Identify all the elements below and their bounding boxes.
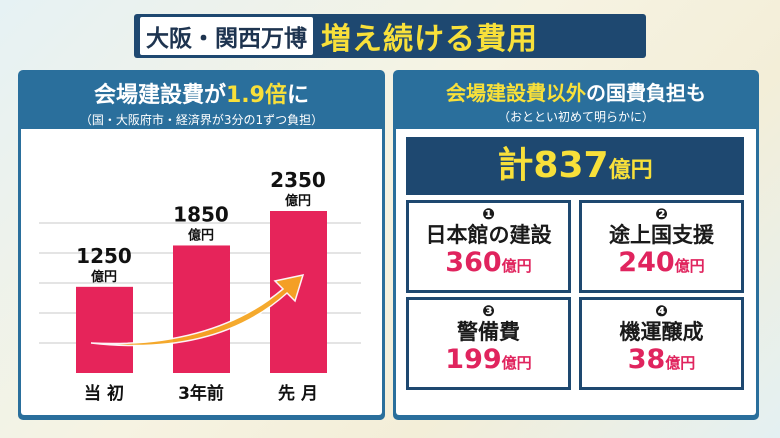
cost-item: ❸ 警備費 199億円 (406, 297, 571, 390)
panel-title: 会場建設費以外の国費負担も (396, 73, 756, 106)
item-amount: 199 (445, 344, 502, 375)
construction-cost-panel: 会場建設費が1.9倍に （国・大阪府市・経済界が3分の1ずつ負担） 1250 億円… (18, 70, 385, 420)
title-highlight: 1.9倍 (226, 83, 287, 108)
item-unit: 億円 (665, 354, 696, 372)
item-amount: 38 (627, 344, 666, 375)
trend-arrow (90, 273, 305, 347)
item-label: 日本館の建設 (425, 223, 552, 247)
cost-item: ❷ 途上国支援 240億円 (579, 200, 744, 293)
item-number: ❸ (482, 302, 495, 320)
panel-subtitle: （おととい初めて明らかに） (497, 110, 654, 124)
item-value: 240億円 (582, 248, 741, 281)
bar-value-label: 2350 (270, 168, 326, 192)
item-unit: 億円 (501, 354, 532, 372)
header-banner: 大阪・関西万博 増え続ける費用 (134, 14, 646, 58)
item-value: 199億円 (409, 345, 568, 378)
total-prefix: 計 (497, 145, 534, 186)
bar-value-label: 1250 (76, 244, 132, 268)
item-label: 機運醸成 (619, 320, 704, 344)
header-prefix: 大阪・関西万博 (140, 17, 313, 55)
item-value: 38億円 (582, 345, 741, 378)
category-label: 当 初 (84, 383, 124, 404)
header-title: 増え続ける費用 (321, 22, 538, 57)
title-part: 会場建設費が (93, 83, 226, 108)
item-label: 途上国支援 (609, 223, 714, 247)
bar-unit-label: 億円 (188, 227, 214, 243)
title-part: の国費負担も (586, 81, 706, 105)
panel-title: 会場建設費が1.9倍に (21, 73, 382, 109)
item-unit: 億円 (501, 257, 532, 275)
title-highlight: 会場建設費以外 (446, 81, 586, 105)
cost-item: ❹ 機運醸成 38億円 (579, 297, 744, 390)
total-unit: 億円 (608, 158, 653, 183)
bar-unit-label: 億円 (91, 269, 117, 285)
bar (173, 245, 230, 373)
panel-subtitle: （国・大阪府市・経済界が3分の1ずつ負担） (79, 113, 324, 127)
item-amount: 360 (445, 247, 502, 278)
item-value: 360億円 (409, 248, 568, 281)
item-number: ❶ (482, 205, 495, 223)
total-value: 837 (533, 145, 609, 186)
total-banner: 計837億円 (406, 137, 744, 195)
item-amount: 240 (618, 247, 675, 278)
item-number: ❹ (655, 302, 668, 320)
bar-unit-label: 億円 (285, 193, 311, 209)
item-number: ❷ (655, 205, 668, 223)
cost-item: ❶ 日本館の建設 360億円 (406, 200, 571, 293)
title-part: に (286, 83, 309, 108)
item-label: 警備費 (457, 320, 520, 344)
bar (76, 286, 133, 373)
bar-value-label: 1850 (173, 202, 229, 226)
category-label: 3年前 (178, 383, 224, 404)
category-label: 先 月 (278, 383, 318, 404)
item-unit: 億円 (674, 257, 705, 275)
national-cost-panel: 会場建設費以外の国費負担も （おととい初めて明らかに） 計837億円 ❶ 日本館の… (393, 70, 759, 420)
